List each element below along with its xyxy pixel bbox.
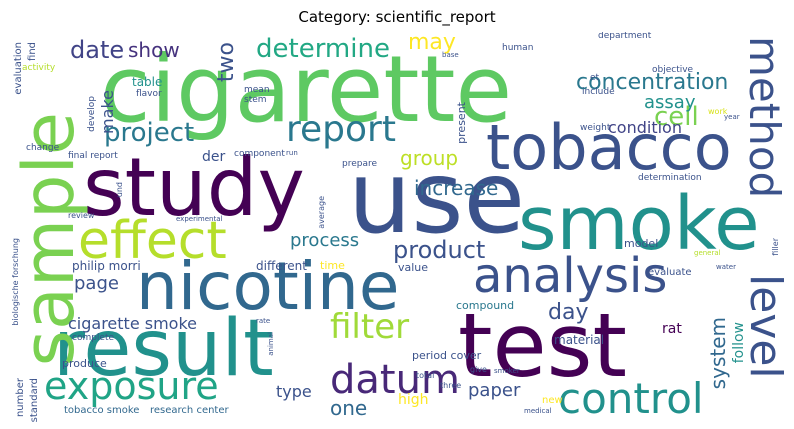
word: value (398, 261, 429, 274)
word: water (716, 263, 736, 271)
word: test (458, 294, 627, 397)
word: smoker (494, 367, 520, 375)
word: smoke (518, 181, 760, 267)
word: activity (22, 63, 56, 73)
word: project (104, 118, 195, 148)
word: find (27, 42, 38, 61)
word: result (53, 304, 274, 394)
word: determination (638, 173, 702, 183)
word: day (548, 300, 589, 325)
word: year (724, 113, 740, 121)
word: new (542, 395, 563, 406)
word: present (455, 102, 468, 144)
word: two (214, 42, 239, 83)
word: research center (150, 405, 229, 416)
word: animal (267, 332, 275, 356)
word: standard (29, 378, 40, 423)
chart-title: Category: scientific_report (298, 8, 496, 26)
word: cigarette smoke (68, 314, 197, 333)
word: filler (771, 238, 780, 256)
word: complete (72, 333, 115, 343)
word: number (15, 378, 26, 418)
word: system (706, 317, 730, 390)
word: et (590, 73, 600, 83)
word: tobacco smoke (64, 405, 140, 416)
word: table (132, 75, 163, 89)
word: paper (468, 380, 521, 401)
word: flavor (136, 89, 162, 99)
word: model (624, 237, 659, 250)
word: type (276, 382, 312, 401)
word: cell (654, 102, 699, 132)
word: show (128, 38, 180, 62)
word: make (98, 90, 117, 134)
word: process (290, 230, 360, 251)
word: objective (652, 65, 694, 75)
word: page (74, 273, 119, 294)
word: general (694, 249, 721, 257)
word: produce (62, 357, 107, 370)
word: cigarette (100, 36, 513, 143)
word: medical (524, 407, 552, 415)
word: high (398, 392, 429, 408)
word: human (502, 43, 534, 53)
word: assay (644, 92, 696, 113)
word: final report (68, 151, 118, 161)
word: control (558, 374, 704, 423)
word: total (416, 371, 435, 380)
word: run (286, 149, 298, 157)
word: analysis (473, 248, 668, 304)
word: review (68, 211, 95, 220)
word: component (234, 149, 285, 159)
word: der (202, 149, 226, 165)
word: rate (256, 317, 271, 325)
word: include (582, 87, 615, 97)
word: group (400, 146, 459, 170)
word: weight (580, 123, 611, 133)
word: effect (78, 211, 227, 271)
word: product (393, 236, 486, 264)
word: prepare (342, 159, 378, 169)
word: period cover (412, 349, 482, 362)
word: method (740, 36, 787, 199)
word: evaluate (648, 267, 692, 278)
word: work (708, 107, 728, 116)
word: condition (608, 118, 682, 137)
word: experimental (176, 215, 223, 223)
word: determine (256, 34, 390, 64)
word: department (598, 32, 652, 41)
word: three (440, 381, 462, 390)
word: tobacco (486, 111, 732, 184)
word: und (115, 182, 124, 198)
word: follow (731, 322, 747, 364)
word: base (442, 51, 459, 59)
word: develop (87, 96, 97, 132)
word: increase (414, 176, 499, 200)
word: report (286, 109, 396, 150)
word: give (470, 365, 487, 374)
word: level (740, 274, 787, 379)
word-cloud: cigarette use study smoke tobacco test r… (8, 32, 787, 424)
word: date (70, 36, 125, 64)
word: study (83, 141, 305, 234)
word: different (256, 259, 307, 273)
word: biologische forschung (11, 238, 20, 326)
word: nicotine (136, 248, 400, 325)
word: time (320, 259, 345, 272)
word: compound (456, 299, 515, 312)
word: filter (330, 307, 410, 347)
word: mean (244, 85, 270, 95)
word: one (330, 396, 368, 420)
word: stem (244, 95, 267, 105)
word: use (348, 139, 526, 256)
word: philip morri (72, 259, 141, 273)
word: material (554, 333, 605, 347)
word: average (317, 196, 326, 229)
word: exposure (44, 364, 219, 408)
word: change (26, 143, 60, 153)
word: rat (662, 321, 682, 337)
word: datum (330, 357, 460, 403)
word: concentration (576, 70, 729, 95)
word: may (408, 32, 456, 55)
